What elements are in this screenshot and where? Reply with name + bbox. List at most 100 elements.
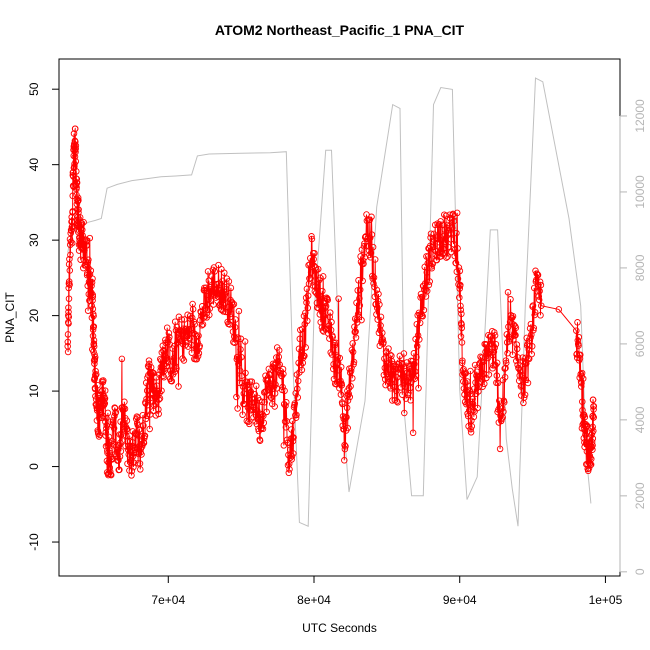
data-point [494,379,502,387]
data-point [537,312,544,319]
data-point [459,357,466,364]
data-point [64,348,72,356]
data-point [526,337,533,344]
chart-title: ATOM2 Northeast_Pacific_1 PNA_CIT [215,22,465,38]
data-point [86,234,94,242]
data-point [513,357,520,365]
data-point [180,357,188,364]
data-point [245,386,253,394]
data-point [536,278,544,286]
data-point [582,431,589,438]
data-point [394,399,401,406]
data-point [496,445,504,453]
data-point [318,324,326,331]
data-point [507,296,514,303]
data-point [271,403,278,410]
data-layer [64,77,598,527]
data-point [175,383,182,390]
data-point [241,338,249,345]
data-point [299,325,306,333]
data-point [328,351,336,358]
data-point [226,313,234,321]
data-point [437,218,444,225]
data-point [248,378,256,385]
data-point [374,304,381,312]
data-point [75,215,83,223]
data-point [71,153,79,160]
data-point [453,209,461,217]
data-point [575,333,583,341]
data-point [218,306,226,314]
data-point [211,268,218,275]
data-point [145,363,152,371]
data-point [73,168,80,175]
data-point [464,410,471,417]
data-point [335,295,342,302]
data-point [451,252,458,260]
data-point [457,333,465,340]
data-point [110,420,117,427]
data-point [444,243,452,251]
data-point [282,402,289,409]
data-point [273,354,280,361]
data-point [284,461,292,469]
data-point [112,408,120,416]
data-point [157,367,164,374]
data-point [456,294,463,301]
data-point [230,300,238,308]
data-point [191,331,199,338]
data-point [138,451,145,458]
data-point [376,342,384,349]
data-point [485,371,493,378]
data-point [358,246,366,253]
data-point [65,284,72,292]
data-point [462,387,470,394]
data-point [155,406,162,413]
y-tick-label: 40 [27,158,41,172]
data-point [579,398,586,405]
data-point [533,270,540,277]
data-point [65,304,72,311]
data-point [263,408,270,416]
data-point [360,243,368,250]
data-point [526,325,534,332]
data-point [100,377,107,384]
data-point [477,353,484,361]
data-point [419,313,426,320]
data-point [555,306,563,313]
data-point [92,367,99,375]
data-point [297,361,304,369]
data-point [72,138,79,145]
data-point [493,372,501,379]
data-point [341,441,348,449]
data-point [196,342,203,350]
data-point [251,395,259,402]
data-point [589,442,596,449]
data-point [72,145,79,152]
data-point [116,466,123,474]
data-point [307,275,314,282]
data-point [314,265,322,273]
data-point [404,378,412,385]
data-point [225,278,233,285]
data-point [65,313,73,321]
data-point [286,439,294,447]
data-point [267,384,274,392]
data-point [489,351,497,359]
data-point [369,275,376,282]
data-point [428,264,436,272]
y2-tick-label: 8000 [633,254,647,281]
data-point [302,344,309,351]
data-point [232,316,239,323]
data-point [332,339,339,346]
data-point [206,305,213,312]
data-point [290,434,297,441]
data-point [307,269,315,276]
data-point [528,350,535,358]
data-point [423,269,431,276]
data-point [195,332,202,339]
data-point [457,281,464,289]
data-point [134,414,141,421]
data-point [389,375,397,382]
data-point [89,326,97,333]
